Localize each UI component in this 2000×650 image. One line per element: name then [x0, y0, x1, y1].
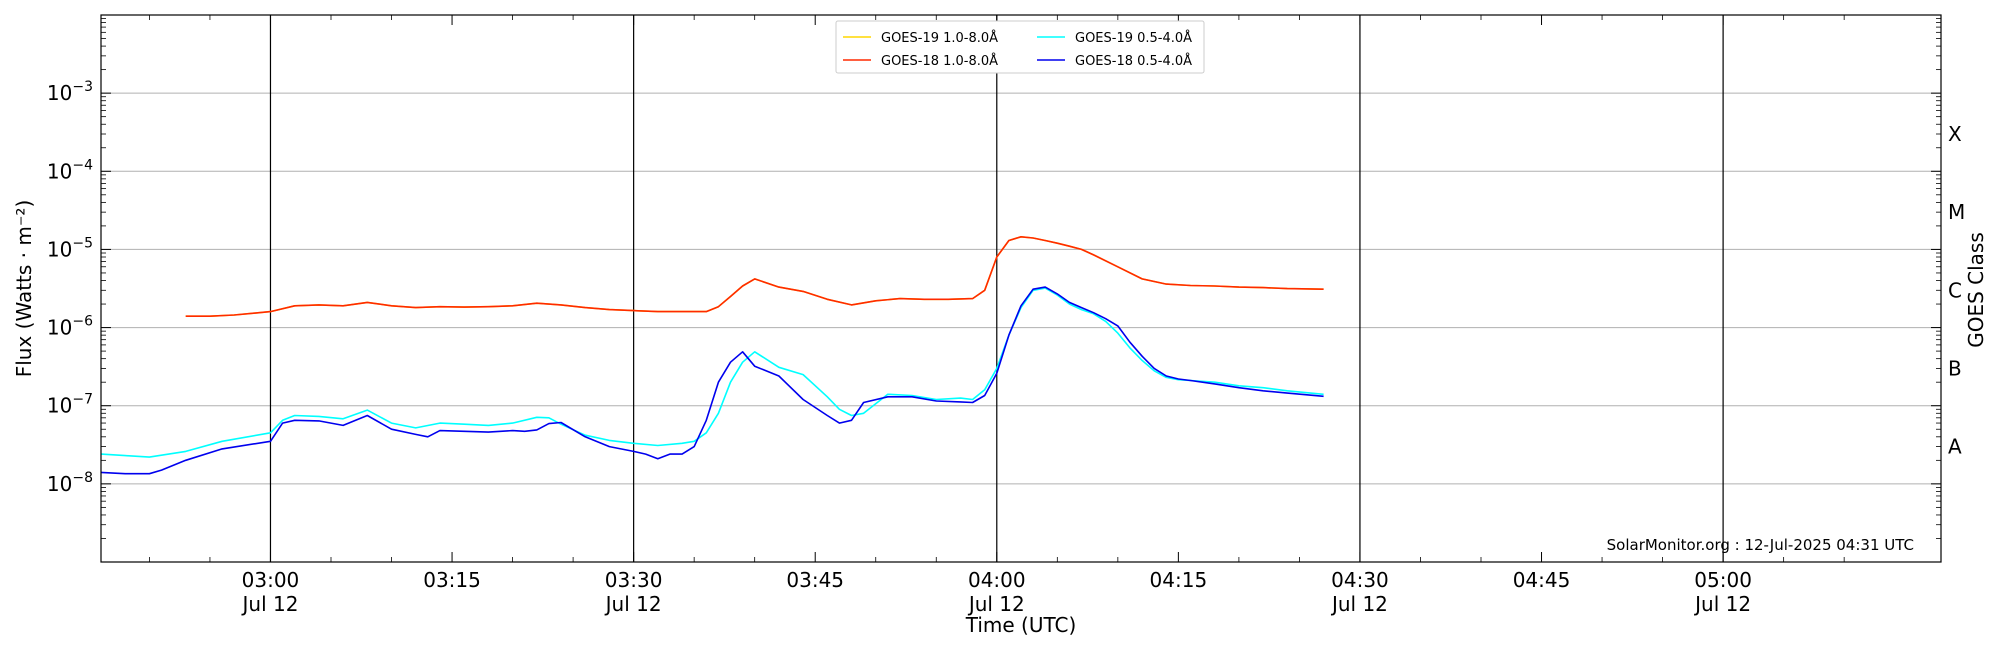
legend-label: GOES-18 1.0-8.0Å: [881, 53, 998, 69]
x-tick-label: 03:00: [242, 568, 300, 592]
series-line: [100, 287, 1324, 458]
x-tick-date: Jul 12: [241, 592, 299, 616]
y-tick-label: 10−5: [47, 235, 93, 261]
x-tick-label: 04:15: [1150, 568, 1208, 592]
footer-credit: SolarMonitor.org : 12-Jul-2025 04:31 UTC: [1607, 536, 1914, 554]
legend-label: GOES-18 0.5-4.0Å: [1075, 53, 1192, 69]
y-tick-label: 10−7: [47, 392, 93, 418]
legend-label: GOES-19 0.5-4.0Å: [1075, 30, 1192, 46]
gridlines: [101, 92, 1941, 485]
series-line: [185, 236, 1324, 318]
x-tick-date: Jul 12: [604, 592, 662, 616]
goes-class-labels: A B C M X: [1948, 122, 1965, 459]
class-label: X: [1948, 122, 1962, 146]
x-tick-label: 04:30: [1331, 568, 1389, 592]
class-label: A: [1948, 435, 1962, 459]
y-tick-label: 10−3: [47, 79, 93, 105]
y-tick-label: 10−4: [47, 157, 93, 183]
legend-box: [835, 20, 1205, 74]
class-label: C: [1948, 278, 1962, 302]
x-tick-label: 04:00: [968, 568, 1026, 592]
x-tick-date: Jul 12: [1330, 592, 1388, 616]
legend: GOES-19 1.0-8.0Å GOES-18 1.0-8.0Å GOES-19 …: [835, 20, 1205, 74]
x-tick-label: 03:30: [605, 568, 663, 592]
class-label: B: [1948, 356, 1962, 380]
class-label: M: [1948, 200, 1965, 224]
y-axis-title: Flux (Watts · m⁻²): [12, 200, 36, 378]
right-axis-title: GOES Class: [1964, 232, 1988, 348]
plot-frame: [100, 14, 1942, 563]
x-tick-label: 04:45: [1513, 568, 1571, 592]
date-vertical-lines: [269, 15, 1724, 562]
x-tick-label: 05:00: [1694, 568, 1752, 592]
y-tick-label: 10−8: [47, 470, 93, 496]
series-line: [100, 286, 1324, 475]
legend-label: GOES-19 1.0-8.0Å: [881, 30, 998, 46]
x-axis-title: Time (UTC): [965, 613, 1077, 637]
x-tick-label: 03:15: [423, 568, 481, 592]
x-tick-date: Jul 12: [1693, 592, 1751, 616]
series-lines: [100, 236, 1324, 475]
x-tick-label: 03:45: [786, 568, 844, 592]
y-tick-label: 10−6: [47, 314, 93, 340]
x-tick-date: Jul 12: [967, 592, 1025, 616]
y-axis-ticks: 10−8 10−7 10−6 10−5 10−4 10−3: [47, 18, 1941, 539]
